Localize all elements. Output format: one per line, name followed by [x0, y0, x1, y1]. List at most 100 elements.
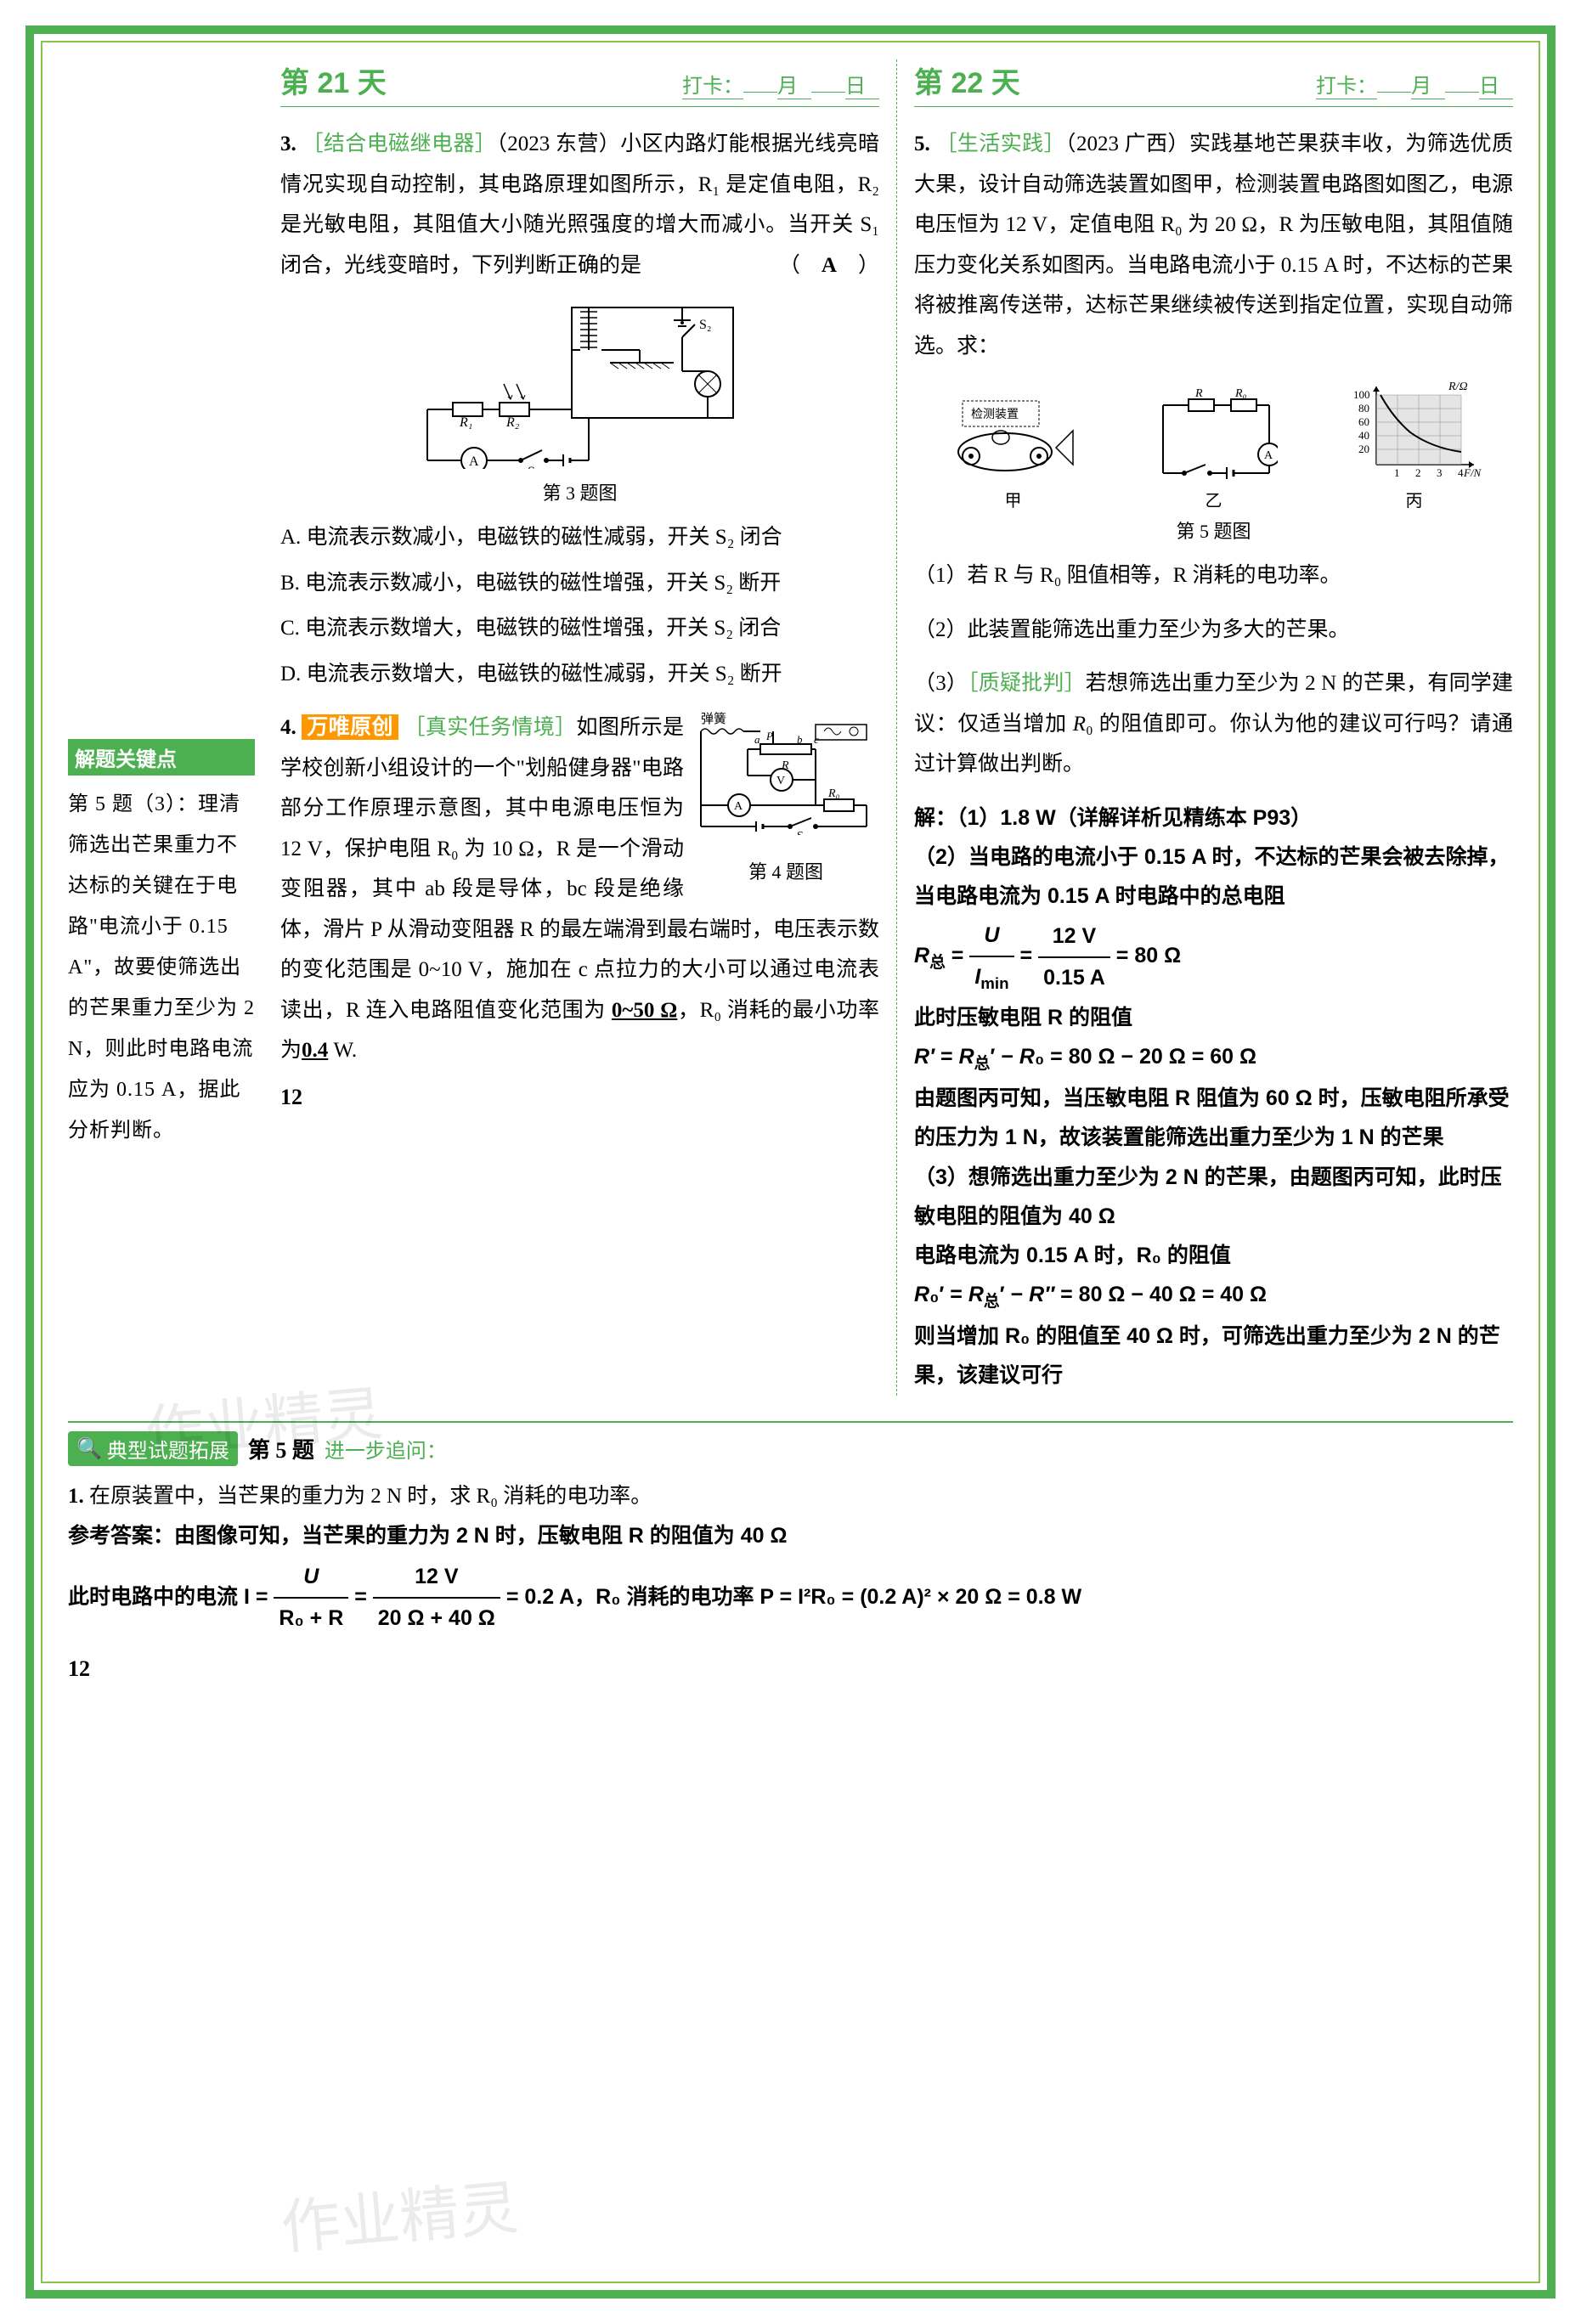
q3-fig-caption: 第 3 题图	[280, 478, 879, 505]
svg-text:R₁: R₁	[459, 415, 472, 430]
svg-text:100: 100	[1353, 388, 1370, 401]
q3-answer: A	[822, 254, 837, 277]
q4-body3: W.	[328, 1039, 357, 1062]
svg-text:检测装置: 检测装置	[971, 408, 1019, 421]
day-21-header: 第 21 天 打卡：月日	[280, 59, 879, 107]
q3-circuit-svg: S₂ R₁	[419, 299, 742, 469]
svg-text:S₂: S₂	[699, 318, 711, 332]
day-22-date: 打卡：月日	[1316, 69, 1513, 99]
q5-solution: 解：（1）1.8 W（详解详析见精练本 P93） （2）当电路的电流小于 0.1…	[914, 798, 1513, 1396]
ext-body: 1. 在原装置中，当芒果的重力为 2 N 时，求 R₀ 消耗的电功率。 参考答案…	[68, 1476, 1513, 1639]
svg-text:A: A	[469, 454, 479, 469]
svg-text:20: 20	[1358, 443, 1369, 455]
q5-fig-bing: R/Ω	[1347, 380, 1482, 511]
q3-options: A. 电流表示数减小，电磁铁的磁性减弱，开关 S₂ 闭合 B. 电流表示数减小，…	[280, 517, 879, 694]
q5-num: 5.	[914, 133, 930, 155]
day-22-title: 第 22 天	[914, 59, 1020, 101]
svg-text:1: 1	[1394, 466, 1400, 479]
watermark-2: 作业精灵	[277, 2160, 522, 2266]
svg-text:80: 80	[1358, 402, 1369, 415]
search-icon: 🔍	[76, 1436, 102, 1461]
svg-text:40: 40	[1358, 429, 1369, 442]
q4-blank1: 0~50 Ω	[612, 999, 677, 1022]
extension-section: 🔍 典型试题拓展 第 5 题 进一步追问： 1. 在原装置中，当芒果的重力为 2…	[68, 1421, 1513, 1639]
svg-text:V: V	[776, 775, 785, 787]
svg-text:弹簧: 弹簧	[701, 712, 726, 726]
q4-fig-caption: 第 4 题图	[692, 855, 879, 890]
question-4: 弹簧 a b c P	[280, 708, 879, 1071]
q5-fig-jia: 检测装置 甲	[946, 388, 1081, 511]
question-3: 3. ［结合电磁继电器］（2023 东营）小区内路灯能根据光线亮暗情况实现自动控…	[280, 124, 879, 285]
q3-opt-d: D. 电流表示数增大，电磁铁的磁性减弱，开关 S₂ 断开	[280, 654, 879, 695]
ext-subtitle: 进一步追问：	[325, 1434, 447, 1464]
q5-figure: 检测装置 甲	[914, 380, 1513, 544]
svg-text:A: A	[1264, 449, 1273, 462]
svg-text:P: P	[765, 730, 773, 742]
q4-num: 4.	[280, 716, 296, 739]
q3-num: 3.	[280, 133, 296, 155]
q5-sub1: （1）若 R 与 R₀ 阻值相等，R 消耗的电功率。	[914, 556, 1513, 596]
ext-header: 🔍 典型试题拓展 第 5 题 进一步追问：	[68, 1431, 1513, 1466]
q5-body: 实践基地芒果获丰收，为筛选优质大果，设计自动筛选装置如图甲，检测装置电路图如图乙…	[914, 133, 1513, 358]
q4-tag: 万唯原创	[302, 714, 398, 740]
svg-text:S: S	[797, 830, 804, 835]
sidebar-header: 解题关键点	[68, 739, 255, 776]
q5-sol-2a: （2）当电路的电流小于 0.15 A 时，不达标的芒果会被去除掉，当电路电流为 …	[914, 838, 1513, 917]
q5-sol-3c: R₀′ = R总′ − R″ = 80 Ω − 40 Ω = 40 Ω	[914, 1275, 1513, 1317]
q5-sol-2c: R′ = R总′ − R₀ = 80 Ω − 20 Ω = 60 Ω	[914, 1037, 1513, 1079]
day-21-date: 打卡：月日	[682, 69, 879, 99]
q5-fig-caption: 第 5 题图	[914, 516, 1513, 544]
q3-source: （2023 东营）	[496, 133, 620, 155]
ext-q1: 1. 在原装置中，当芒果的重力为 2 N 时，求 R₀ 消耗的电功率。	[68, 1476, 1513, 1517]
svg-text:2: 2	[1415, 466, 1421, 479]
svg-text:4: 4	[1458, 466, 1464, 479]
ext-title: 第 5 题	[248, 1433, 314, 1464]
ext-badge: 🔍 典型试题拓展	[68, 1431, 238, 1466]
question-5: 5. ［生活实践］（2023 广西）实践基地芒果获丰收，为筛选优质大果，设计自动…	[914, 124, 1513, 366]
q5-sol-3b: 电路电流为 0.15 A 时，R₀ 的阻值	[914, 1236, 1513, 1275]
q3-figure: S₂ R₁	[280, 299, 879, 505]
svg-text:A: A	[734, 800, 743, 813]
sidebar-text: 第 5 题（3）：理清筛选出芒果重力不达标的关键在于电路"电流小于 0.15 A…	[68, 784, 255, 1151]
q4-circuit-svg: 弹簧 a b c P	[697, 708, 875, 835]
q5-tag: ［生活实践］	[935, 133, 1065, 155]
svg-text:R₀: R₀	[1234, 388, 1247, 400]
ext-ans1: 参考答案：由图像可知，当芒果的重力为 2 N 时，压敏电阻 R 的阻值为 40 …	[68, 1516, 1513, 1557]
svg-text:R/Ω: R/Ω	[1448, 381, 1468, 393]
q3-opt-b: B. 电流表示数减小，电磁铁的磁性增强，开关 S₂ 断开	[280, 563, 879, 604]
svg-text:60: 60	[1358, 415, 1369, 428]
svg-text:a: a	[754, 733, 760, 746]
page-num-top: 12	[280, 1085, 879, 1110]
svg-text:b: b	[797, 733, 803, 746]
svg-text:R₀: R₀	[827, 787, 840, 800]
q3-opt-a: A. 电流表示数减小，电磁铁的磁性减弱，开关 S₂ 闭合	[280, 517, 879, 558]
day-22-header: 第 22 天 打卡：月日	[914, 59, 1513, 107]
q5-sol-2d: 由题图丙可知，当压敏电阻 R 阻值为 60 Ω 时，压敏电阻所承受的压力为 1 …	[914, 1079, 1513, 1158]
column-day-22: 第 22 天 打卡：月日 5. ［生活实践］（2023 广西）实践基地芒果获丰收…	[914, 59, 1513, 1396]
q5-sol-3a: （3）想筛选出重力至少为 2 N 的芒果，由题图丙可知，此时压敏电阻的阻值为 4…	[914, 1158, 1513, 1237]
q3-opt-c: C. 电流表示数增大，电磁铁的磁性增强，开关 S₂ 闭合	[280, 608, 879, 649]
q3-tag: ［结合电磁继电器］	[302, 133, 496, 155]
column-day-21: 第 21 天 打卡：月日 3. ［结合电磁继电器］（2023 东营）小区内路灯能…	[280, 59, 897, 1396]
q4-tag2: ［真实任务情境］	[404, 716, 577, 739]
q5-sol-1: 解：（1）1.8 W（详解详析见精练本 P93）	[914, 798, 1513, 838]
q5-sol-3d: 则当增加 R₀ 的阻值至 40 Ω 时，可筛选出重力至少为 2 N 的芒果，该建…	[914, 1317, 1513, 1396]
page-num-bottom: 12	[68, 1656, 1513, 1682]
q5-sub3: （3）［质疑批判］（3）若想筛选出重力至少为 2 N 的芒果，有同学建议：仅适当…	[914, 663, 1513, 785]
ext-ans2: 此时电路中的电流 I = UR₀ + R = 12 V20 Ω + 40 Ω =…	[68, 1557, 1513, 1639]
svg-text:S₁: S₁	[528, 465, 539, 469]
q5-sol-2b: 此时压敏电阻 R 的阻值	[914, 998, 1513, 1037]
sidebar: 解题关键点 第 5 题（3）：理清筛选出芒果重力不达标的关键在于电路"电流小于 …	[68, 59, 255, 1396]
svg-text:R₂: R₂	[505, 415, 520, 430]
q5-sub2: （2）此装置能筛选出重力至少为多大的芒果。	[914, 610, 1513, 651]
svg-text:F/N: F/N	[1463, 466, 1482, 479]
q5-sol-2eq: R总 = UImin = 12 V0.15 A = 80 Ω	[914, 916, 1513, 998]
q5-source: （2023 广西）	[1065, 133, 1189, 155]
day-21-title: 第 21 天	[280, 59, 387, 101]
q5-fig-yi: R R₀ A	[1150, 388, 1278, 511]
svg-text:3: 3	[1437, 466, 1443, 479]
q4-blank2: 0.4	[302, 1039, 328, 1062]
q5-sub3-tag: ［质疑批判］	[968, 672, 1086, 695]
q3-answer-paren: （ A ）	[779, 245, 879, 286]
svg-text:R: R	[1194, 388, 1203, 400]
